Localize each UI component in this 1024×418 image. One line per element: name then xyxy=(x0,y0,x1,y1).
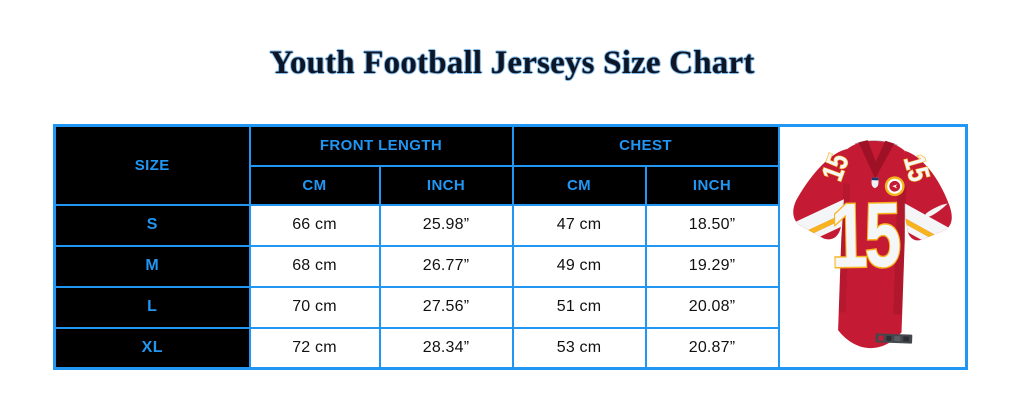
nfl-shield-icon xyxy=(871,177,879,189)
front-length-cm: 70 cm xyxy=(248,285,381,329)
col-header-chest-inch: INCH xyxy=(644,164,780,206)
size-chart: SIZE FRONT LENGTH CHEST xyxy=(53,124,969,370)
chest-inch: 20.87” xyxy=(644,326,780,370)
chest-inch: 20.08” xyxy=(644,285,780,329)
chest-inch: 18.50” xyxy=(644,203,780,247)
size-label: XL xyxy=(53,326,251,370)
left-cuff-white-stripe xyxy=(791,193,850,241)
size-label: S xyxy=(53,203,251,247)
jersey-chest-number: 15 xyxy=(830,183,900,286)
col-header-chest-cm: CM xyxy=(511,164,647,206)
chest-cm: 47 cm xyxy=(511,203,647,247)
front-length-cm: 72 cm xyxy=(248,326,381,370)
jersey-side-panel-right xyxy=(892,185,907,315)
col-header-front-cm: CM xyxy=(248,164,381,206)
right-cuff-gold-stripe xyxy=(898,208,954,242)
left-cuff-gold-stripe xyxy=(791,205,850,241)
jersey-side-panel-left xyxy=(838,183,850,313)
table-row-l: L 70 cm 27.56” 51 cm 20.08” xyxy=(53,285,967,329)
chest-inch: 19.29” xyxy=(644,244,780,288)
col-header-front-inch: INCH xyxy=(378,164,514,206)
front-length-inch: 26.77” xyxy=(378,244,514,288)
front-length-cm: 66 cm xyxy=(248,203,381,247)
front-length-inch: 27.56” xyxy=(378,285,514,329)
page-title: Youth Football Jerseys Size Chart xyxy=(269,45,755,81)
chest-cm: 53 cm xyxy=(511,326,647,370)
nike-swoosh-icon xyxy=(924,203,948,218)
table-row-s: S 66 cm 25.98” 47 cm 18.50” xyxy=(53,203,967,247)
front-length-cm: 68 cm xyxy=(248,244,381,288)
chest-cm: 51 cm xyxy=(511,285,647,329)
col-header-front-length: FRONT LENGTH xyxy=(248,124,514,167)
front-length-inch: 28.34” xyxy=(378,326,514,370)
col-header-size: SIZE xyxy=(53,124,251,206)
front-length-inch: 25.98” xyxy=(378,203,514,247)
chest-cm: 49 cm xyxy=(511,244,647,288)
jersey-product-image: 15 15 15 xyxy=(777,124,968,370)
jersey-jock-tag xyxy=(874,333,912,344)
size-label: L xyxy=(53,285,251,329)
right-cuff-white-stripe xyxy=(898,196,954,242)
col-header-chest: CHEST xyxy=(511,124,780,167)
table-row-xl: XL 72 cm 28.34” 53 cm 20.87” xyxy=(53,326,967,370)
size-chart-table: SIZE FRONT LENGTH CHEST xyxy=(53,124,969,370)
team-patch-icon xyxy=(884,176,905,197)
jersey-collar xyxy=(858,140,894,179)
jersey-illustration: 15 15 15 xyxy=(791,140,954,349)
size-label: M xyxy=(53,244,251,288)
table-row-m: M 68 cm 26.77” 49 cm 19.29” xyxy=(53,244,967,288)
